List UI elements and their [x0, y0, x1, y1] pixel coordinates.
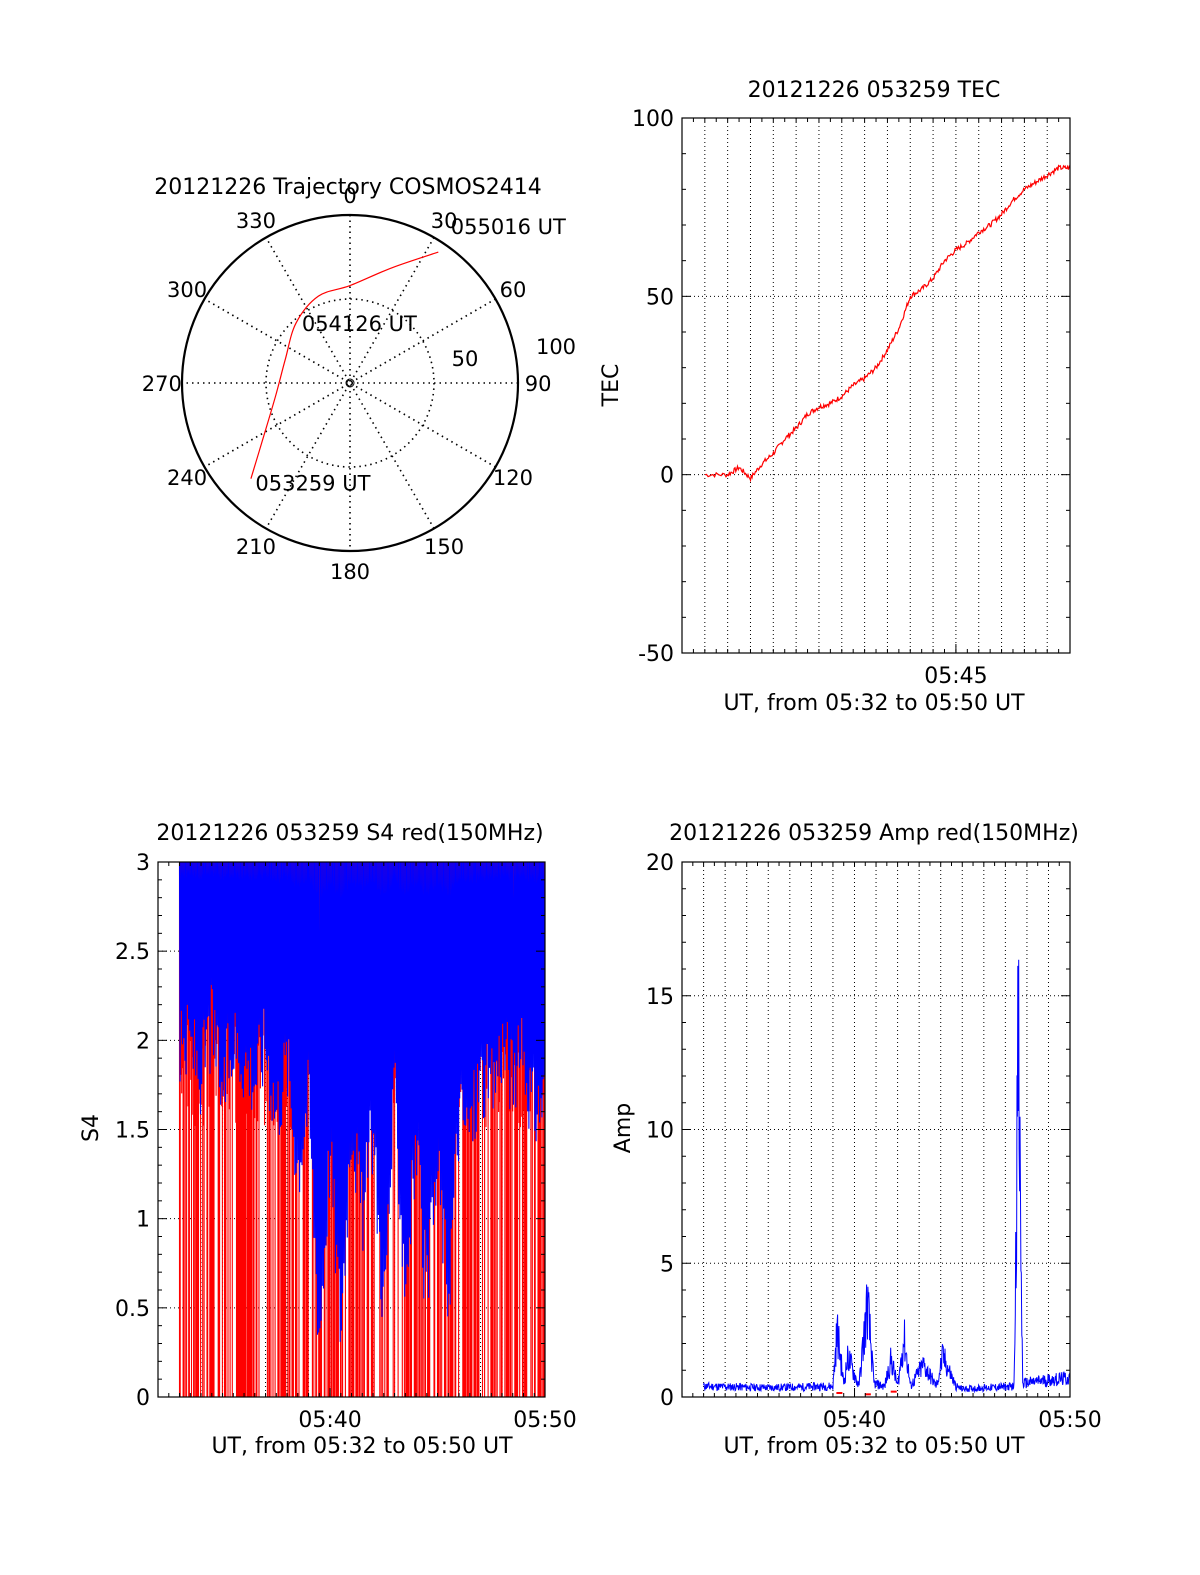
y-tick-label: 0 — [660, 1386, 674, 1411]
polar-azimuth-label: 300 — [167, 278, 207, 302]
series — [178, 862, 545, 1397]
plot-frame — [681, 117, 1071, 654]
trajectory-line — [250, 251, 439, 479]
polar-azimuth-label: 330 — [236, 209, 276, 233]
polar-spoke — [204, 298, 496, 468]
x-tick-label: 05:50 — [513, 1408, 576, 1433]
tec-plot-area: -50 0 50 100 05:45 — [632, 107, 1071, 689]
y-tick-label: 100 — [632, 107, 674, 132]
series — [703, 959, 1070, 1396]
polar-spoke — [265, 237, 435, 529]
x-tick-label: 05:50 — [1038, 1408, 1101, 1433]
trajectory-annotations: 053259 UT 054126 UT 055016 UT — [255, 215, 566, 496]
tec-title: 20121226 053259 TEC — [748, 78, 1001, 103]
polar-azimuth-label: 90 — [525, 372, 552, 396]
amp-title: 20121226 053259 Amp red(150MHz) — [669, 821, 1079, 846]
ticks: 0 0.5 1 1.5 2 2.5 3 05:40 05:50 — [115, 851, 577, 1433]
polar-radial-label: 100 — [536, 335, 576, 359]
polar-azimuth-label: 0 — [343, 184, 356, 208]
trajectory-annotation: 053259 UT — [255, 472, 370, 496]
y-tick-label: 1 — [136, 1208, 150, 1233]
y-tick-label: 50 — [646, 285, 674, 310]
polar-azimuth-label: 120 — [493, 466, 533, 490]
polar-azimuth-label: 210 — [236, 535, 276, 559]
polar-azimuth-label: 270 — [142, 372, 182, 396]
amp-chart: 20121226 053259 Amp red(150MHz) UT, from… — [611, 821, 1102, 1459]
s4-blue-series — [178, 862, 545, 1342]
s4-ylabel: S4 — [79, 1114, 104, 1142]
polar-azimuth-label: 180 — [330, 560, 370, 584]
trajectory-annotation: 054126 UT — [302, 312, 417, 336]
y-tick-label: 0 — [660, 464, 674, 489]
polar-azimuth-label: 240 — [167, 466, 207, 490]
x-tick-label: 05:40 — [298, 1408, 361, 1433]
amp-xlabel: UT, from 05:32 to 05:50 UT — [723, 1434, 1025, 1459]
ticks: -50 0 50 100 05:45 — [632, 107, 1070, 689]
y-tick-label: 2 — [136, 1029, 150, 1054]
polar-labels: 0 30 60 90 120 150 180 210 240 270 300 330 50 100 — [142, 184, 576, 584]
x-tick-label: 05:45 — [924, 664, 987, 689]
y-tick-label: 10 — [646, 1119, 674, 1144]
y-tick-label: 1.5 — [115, 1119, 150, 1144]
polar-radial-label: 50 — [452, 347, 479, 371]
grid — [682, 118, 1070, 653]
polar-azimuth-label: 150 — [424, 535, 464, 559]
y-tick-label: 3 — [136, 851, 150, 876]
polar-azimuth-label: 30 — [431, 209, 458, 233]
polar-title: 20121226 Trajectory COSMOS2414 — [154, 175, 541, 200]
ticks: 0 5 10 15 20 05:40 05:50 — [646, 851, 1102, 1433]
s4-chart: 20121226 053259 S4 red(150MHz) UT, from … — [79, 821, 577, 1459]
amp-ylabel: Amp — [611, 1103, 636, 1153]
tec-chart: 20121226 053259 TEC UT, from 05:32 to 05… — [599, 78, 1071, 716]
polar-spoke — [204, 298, 496, 468]
polar-grid — [180, 213, 520, 553]
y-tick-label: -50 — [638, 642, 674, 667]
polar-azimuth-label: 60 — [500, 278, 527, 302]
trajectory-polar-chart: 20121226 Trajectory COSMOS2414 0 30 60 90 12… — [142, 175, 576, 584]
amp-plot-area: 0 5 10 15 20 05:40 05:50 — [646, 851, 1102, 1433]
x-tick-label: 05:40 — [823, 1408, 886, 1433]
y-tick-label: 0 — [136, 1386, 150, 1411]
tec-xlabel: UT, from 05:32 to 05:50 UT — [723, 691, 1025, 716]
y-tick-label: 5 — [660, 1252, 674, 1277]
s4-plot-area: 0 0.5 1 1.5 2 2.5 3 05:40 05:50 — [115, 851, 577, 1433]
amp-blue-series — [703, 959, 1070, 1394]
trajectory-annotation: 055016 UT — [451, 215, 566, 239]
series — [704, 164, 1070, 483]
y-tick-label: 15 — [646, 985, 674, 1010]
y-tick-label: 2.5 — [115, 940, 150, 965]
s4-xlabel: UT, from 05:32 to 05:50 UT — [211, 1434, 513, 1459]
s4-title: 20121226 053259 S4 red(150MHz) — [156, 821, 543, 846]
y-tick-label: 0.5 — [115, 1297, 150, 1322]
tec-ylabel: TEC — [599, 364, 624, 408]
y-tick-label: 20 — [646, 851, 674, 876]
tec-series — [704, 164, 1070, 483]
polar-spoke — [265, 237, 435, 529]
grid — [682, 862, 1070, 1397]
